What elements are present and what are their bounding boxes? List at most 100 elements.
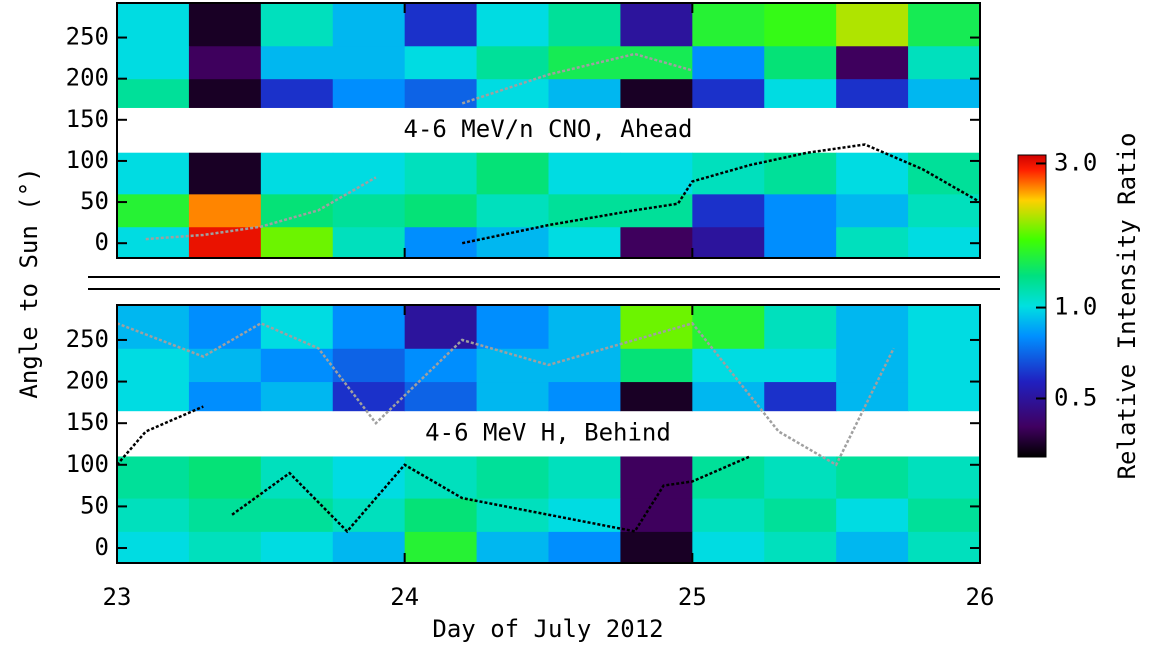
- angle-trace: [145, 52, 693, 241]
- y-tick-label: 0: [95, 533, 109, 561]
- heatmap-cell: [908, 3, 981, 47]
- heatmap-cell: [332, 348, 406, 383]
- heatmap-cell: [908, 498, 981, 532]
- heatmap-cell: [476, 45, 549, 80]
- heatmap-cell: [260, 152, 334, 195]
- heatmap-cell: [692, 78, 765, 108]
- heatmap-cell: [404, 348, 478, 383]
- y-tick-label: 100: [66, 146, 109, 174]
- heatmap-cell: [476, 3, 549, 47]
- heatmap-cell: [836, 193, 909, 228]
- heatmap-cell: [332, 3, 406, 47]
- y-tick-label: 250: [66, 23, 109, 51]
- heatmap-cell: [908, 381, 981, 412]
- panel-label: 4-6 MeV H, Behind: [425, 419, 671, 447]
- heatmap-cell: [332, 531, 406, 564]
- heatmap-cell: [117, 498, 190, 532]
- y-tick-label: 100: [66, 450, 109, 478]
- heatmap-cell: [620, 193, 693, 228]
- colorbar-label: Relative Intensity Ratio: [1113, 133, 1141, 480]
- heatmap-cell: [117, 456, 190, 499]
- heatmap-cell: [548, 152, 621, 195]
- heatmap-cell: [188, 78, 262, 108]
- heatmap-cell: [548, 381, 621, 412]
- heatmap-cell: [188, 381, 262, 412]
- y-tick-label: 200: [66, 367, 109, 395]
- heatmap-cell: [404, 531, 478, 564]
- heatmap-cell: [476, 531, 549, 564]
- heatmap-cell: [692, 305, 765, 349]
- heatmap-cell: [260, 226, 334, 259]
- heatmap-cell: [117, 531, 190, 564]
- heatmap-cell: [332, 78, 406, 108]
- heatmap-cell: [260, 498, 334, 532]
- heatmap-cell: [188, 531, 262, 564]
- heatmap-cell: [908, 78, 981, 108]
- heatmap-cell: [548, 45, 621, 80]
- heatmap-cell: [692, 152, 765, 195]
- heatmap-cell: [260, 531, 334, 564]
- y-tick-label: 50: [80, 491, 109, 519]
- heatmap-cell: [117, 3, 190, 47]
- heatmap-cell: [620, 498, 693, 532]
- heatmap-cell: [404, 3, 478, 47]
- heatmap-cell: [548, 226, 621, 259]
- heatmap-cell: [476, 456, 549, 499]
- heatmap-cell: [764, 45, 837, 80]
- y-tick-label: 200: [66, 64, 109, 92]
- heatmap-cell: [260, 305, 334, 349]
- heatmap-cell: [188, 193, 262, 228]
- heatmap-cell: [692, 498, 765, 532]
- heatmap-cell: [117, 348, 190, 383]
- x-axis-label: Day of July 2012: [432, 615, 663, 643]
- y-tick-label: 150: [66, 105, 109, 133]
- heatmap-cell: [404, 381, 478, 412]
- colorbar-tick-label: 0.5: [1054, 383, 1097, 411]
- heatmap-cell: [836, 226, 909, 259]
- heatmap-cell: [620, 78, 693, 108]
- heatmap-cell: [836, 305, 909, 349]
- heatmap-cell: [260, 3, 334, 47]
- heatmap-cell: [260, 381, 334, 412]
- heatmap-cell: [548, 348, 621, 383]
- heatmap-cell: [548, 305, 621, 349]
- heatmap-cell: [836, 531, 909, 564]
- heatmap-cell: [188, 498, 262, 532]
- heatmap-cell: [836, 45, 909, 80]
- heatmap-cell: [692, 3, 765, 47]
- heatmap-cell: [764, 498, 837, 532]
- heatmap-cell: [836, 348, 909, 383]
- heatmap-cell: [620, 531, 693, 564]
- heatmap-cell: [620, 3, 693, 47]
- heatmap-cell: [476, 348, 549, 383]
- heatmap-cell: [908, 305, 981, 349]
- heatmap-cell: [692, 45, 765, 80]
- heatmap-cell: [260, 78, 334, 108]
- heatmap-cell: [117, 381, 190, 412]
- heatmap-cell: [476, 152, 549, 195]
- heatmap-cell: [476, 305, 549, 349]
- heatmap-cell: [764, 531, 837, 564]
- heatmap-cell: [908, 531, 981, 564]
- heatmap-cell: [332, 498, 406, 532]
- heatmap-cell: [188, 305, 262, 349]
- angle-trace: [116, 321, 895, 467]
- heatmap-cell: [620, 226, 693, 259]
- heatmap-cell: [620, 152, 693, 195]
- heatmap-cell: [836, 456, 909, 499]
- heatmap-cell: [188, 3, 262, 47]
- heatmap-cell: [332, 456, 406, 499]
- heatmap-cell: [692, 381, 765, 412]
- heatmap-cell: [836, 3, 909, 47]
- heatmap-cell: [620, 305, 693, 349]
- heatmap-cell: [764, 456, 837, 499]
- heatmap-cell: [692, 456, 765, 499]
- heatmap-cell: [476, 193, 549, 228]
- heatmap-cell: [764, 3, 837, 47]
- panel-frame: [116, 304, 981, 564]
- colorbar: [1017, 154, 1047, 458]
- heatmap-cell: [404, 78, 478, 108]
- heatmap-cell: [332, 45, 406, 80]
